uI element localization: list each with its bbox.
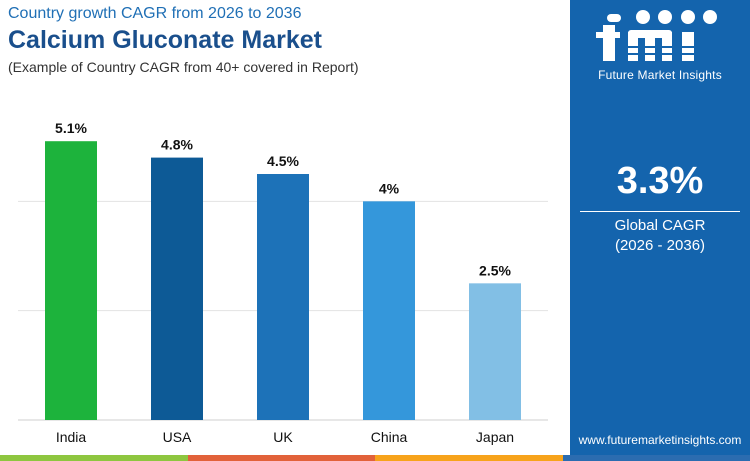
global-cagr-period: (2026 - 2036): [614, 237, 706, 254]
cagr-divider: [580, 211, 740, 212]
chart-supertitle: Country growth CAGR from 2026 to 2036: [8, 5, 302, 22]
global-cagr-label: Global CAGR: [614, 217, 706, 234]
chart-header: Country growth CAGR from 2026 to 2036 Ca…: [8, 4, 568, 77]
x-tick-label: India: [56, 429, 87, 445]
chart-subtitle: (Example of Country CAGR from 40+ covere…: [8, 59, 359, 75]
bottom-color-strip: [0, 455, 750, 461]
data-label: 5.1%: [55, 120, 87, 136]
x-tick-label: USA: [163, 429, 192, 445]
strip-segment: [375, 455, 563, 461]
data-label: 4%: [379, 180, 400, 196]
bar-china: [363, 201, 415, 420]
x-tick-label: China: [371, 429, 408, 445]
x-tick-label: UK: [273, 429, 293, 445]
bar-usa: [151, 157, 203, 420]
bar-india: [45, 141, 97, 420]
global-cagr-value: 3.3%: [616, 160, 704, 202]
strip-segment: [0, 455, 188, 461]
bar-japan: [469, 283, 521, 420]
data-label: 2.5%: [479, 262, 511, 278]
brand-name: Future Market Insights: [598, 68, 722, 82]
bar-uk: [257, 174, 309, 420]
bar-chart: 5.1% India 4.8% USA 4.5% UK 4% China 2.5% Japan: [18, 120, 548, 445]
data-label: 4.5%: [267, 153, 299, 169]
strip-segment: [562, 455, 750, 461]
chart-title: Calcium Gluconate Market: [8, 26, 322, 54]
sidebar-panel: Future Market Insights 3.3% Global CAGR …: [570, 0, 750, 455]
strip-segment: [187, 455, 375, 461]
x-tick-label: Japan: [476, 429, 514, 445]
data-label: 4.8%: [161, 137, 193, 153]
fmi-logo: [596, 10, 717, 61]
website-link[interactable]: www.futuremarketinsights.com: [578, 433, 742, 447]
